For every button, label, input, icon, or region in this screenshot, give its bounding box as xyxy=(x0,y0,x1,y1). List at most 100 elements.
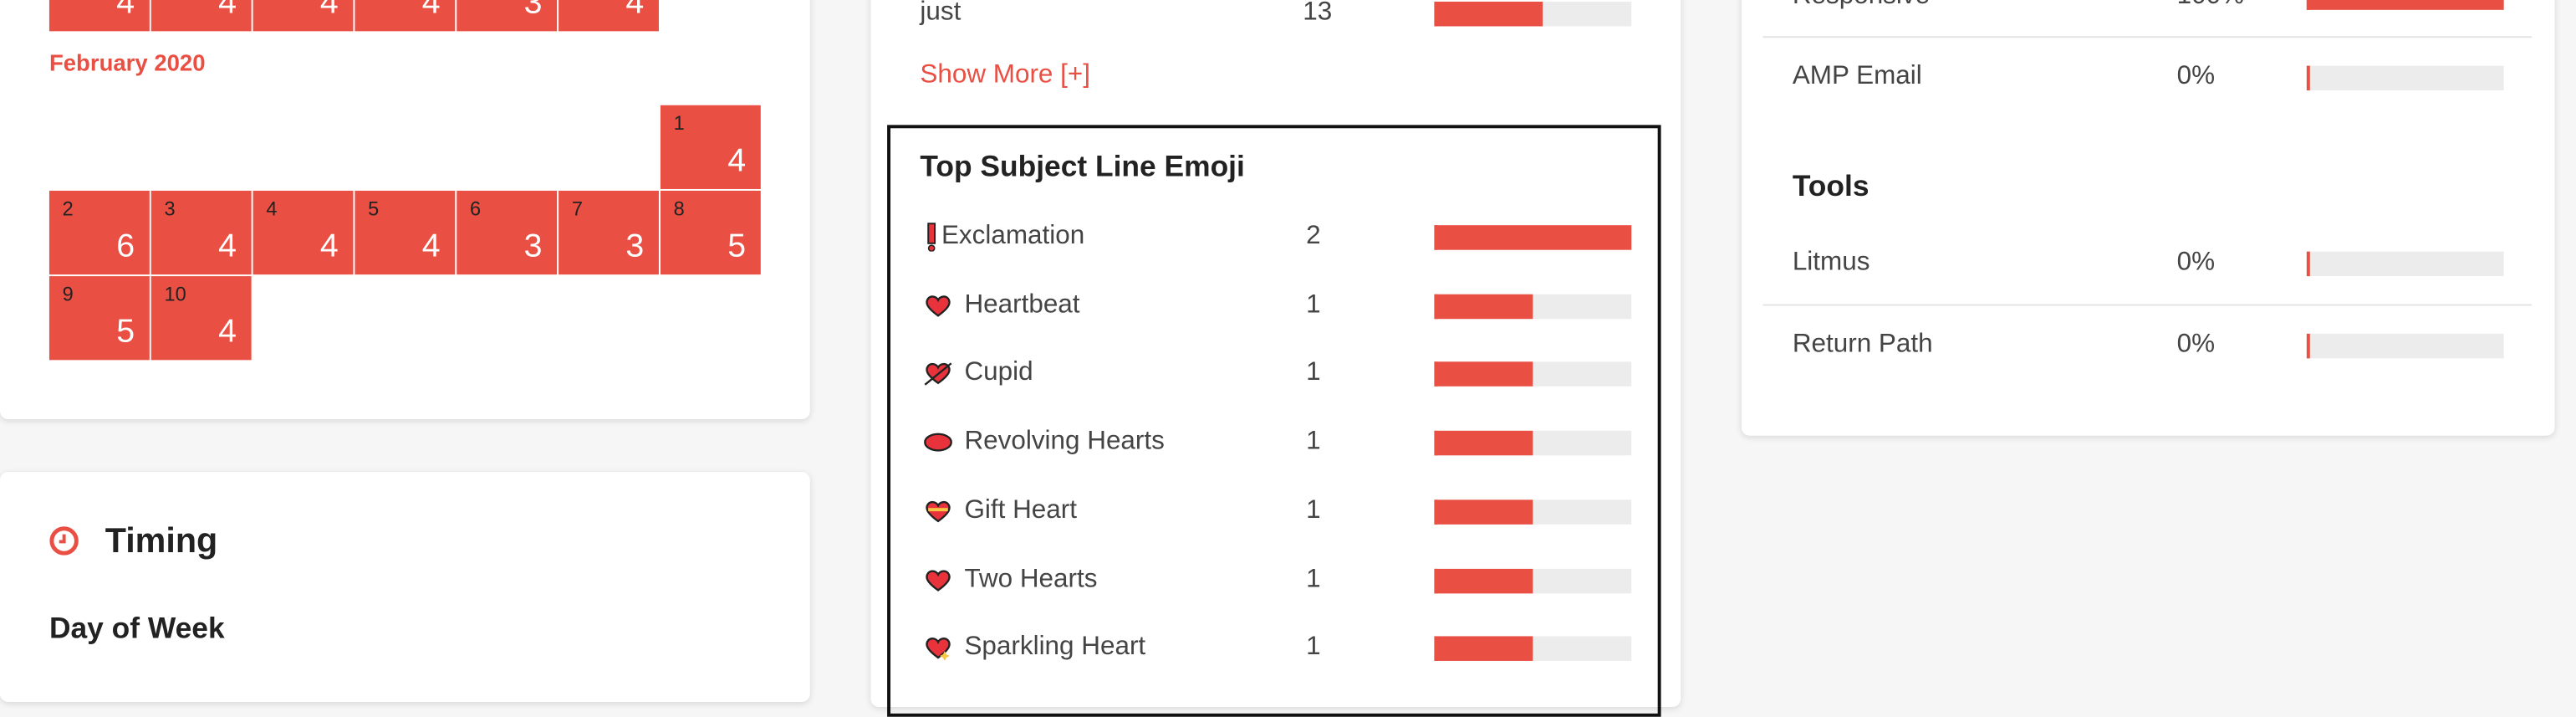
day-number: 9 xyxy=(62,282,74,306)
month-title: February 2020 xyxy=(48,49,206,76)
calendar-cell: 4 xyxy=(355,0,456,32)
divider xyxy=(1762,36,2533,38)
bar-track xyxy=(2306,333,2504,359)
day-number: 8 xyxy=(673,197,685,221)
emoji-box: Top Subject Line Emoji xyxy=(887,125,1661,717)
bar xyxy=(1434,1,1543,27)
day-count: 6 xyxy=(116,228,135,265)
emoji-count: 1 xyxy=(1306,428,1321,456)
word-label: just xyxy=(920,0,962,27)
day-count: 5 xyxy=(116,314,135,351)
day-count: 3 xyxy=(523,228,543,265)
emoji-icon xyxy=(926,294,951,317)
day-count: 4 xyxy=(218,314,237,351)
day-count: 4 xyxy=(421,0,441,22)
show-more[interactable]: Show More [+] xyxy=(920,60,1090,90)
day-count: 4 xyxy=(319,228,339,265)
emoji-label: Revolving Hearts xyxy=(964,428,1165,456)
feature-label: Litmus xyxy=(1792,248,1870,277)
day-number: 5 xyxy=(368,197,380,221)
bar xyxy=(1434,294,1533,319)
emoji-label: Heartbeat xyxy=(964,290,1080,319)
day-number: 10 xyxy=(164,282,186,306)
day-number: 2 xyxy=(62,197,74,221)
divider xyxy=(1762,304,2533,306)
day-count: 3 xyxy=(625,228,645,265)
day-count: 4 xyxy=(218,228,237,265)
emoji-count: 1 xyxy=(1306,496,1321,525)
day-count: 4 xyxy=(727,142,747,180)
emoji-label: Gift Heart xyxy=(964,496,1077,525)
day-number: 4 xyxy=(266,197,278,221)
day-number: 3 xyxy=(164,197,176,221)
feature-value: 0% xyxy=(2176,248,2216,277)
emoji-count: 1 xyxy=(1306,632,1321,662)
bar-track xyxy=(2306,65,2504,91)
emoji-count: 1 xyxy=(1306,359,1321,387)
day-count: 4 xyxy=(625,0,645,22)
emoji-label: Exclamation xyxy=(941,222,1085,250)
bar xyxy=(1434,499,1533,525)
bar-track xyxy=(1434,294,1632,319)
box-title: Top Subject Line Emoji xyxy=(920,149,1245,183)
page: February 2020 Timing Day of Week Show Mo… xyxy=(48,0,2533,717)
bar-track xyxy=(2306,251,2504,277)
emoji-icon xyxy=(927,223,936,252)
feature-label: Return Path xyxy=(1792,330,1933,359)
bar-track xyxy=(1434,362,1632,387)
calendar-cell: 10 4 xyxy=(150,276,252,361)
bar xyxy=(1434,431,1533,456)
emoji-count: 1 xyxy=(1306,290,1321,319)
bar-track xyxy=(2306,0,2504,10)
emoji-icon xyxy=(924,363,952,387)
day-number: 6 xyxy=(469,197,482,221)
bar-track xyxy=(1434,499,1632,525)
bar-track xyxy=(1434,567,1632,593)
feature-value: 0% xyxy=(2176,330,2216,359)
bar-track xyxy=(1434,1,1632,27)
bar xyxy=(1434,567,1533,593)
feature-label: AMP Email xyxy=(1792,62,1922,91)
calendar-cell: 4 xyxy=(150,0,252,32)
calendar-cell: 4 xyxy=(48,0,150,32)
emoji-icon xyxy=(926,638,951,662)
feature-label: Responsive xyxy=(1793,0,1930,13)
section-title: Timing xyxy=(105,522,218,561)
bar xyxy=(2306,0,2504,10)
clock-icon xyxy=(49,526,79,556)
day-count: 4 xyxy=(218,0,237,22)
word-count: 13 xyxy=(1303,0,1333,27)
emoji-count: 2 xyxy=(1306,222,1321,250)
calendar-cell: 4 xyxy=(559,0,659,32)
emoji-label: Two Hearts xyxy=(964,564,1098,593)
calendar-cell: 3 xyxy=(457,0,558,32)
feature-value: 0% xyxy=(2176,62,2216,91)
day-number: 1 xyxy=(673,111,685,136)
day-count: 4 xyxy=(421,228,441,265)
day-count: 4 xyxy=(116,0,135,22)
tools-title: Tools xyxy=(1792,169,1870,202)
section-subtitle: Day of Week xyxy=(48,611,225,645)
bar xyxy=(1434,362,1533,387)
emoji-label: Sparkling Heart xyxy=(964,632,1146,662)
emoji-count: 1 xyxy=(1306,564,1321,593)
bar-track xyxy=(1434,636,1632,662)
words-card: Show More [+] Top Subject Line Emoji xyxy=(870,0,1681,717)
feature-value: 100% xyxy=(2177,0,2244,13)
day-count: 5 xyxy=(727,228,747,265)
day-number: 7 xyxy=(571,197,583,221)
emoji-icon xyxy=(926,569,951,591)
bar xyxy=(1434,636,1533,662)
bar-track xyxy=(1434,225,1632,250)
bar xyxy=(1434,225,1632,250)
day-count: 4 xyxy=(319,0,339,22)
day-count: 3 xyxy=(523,0,543,22)
